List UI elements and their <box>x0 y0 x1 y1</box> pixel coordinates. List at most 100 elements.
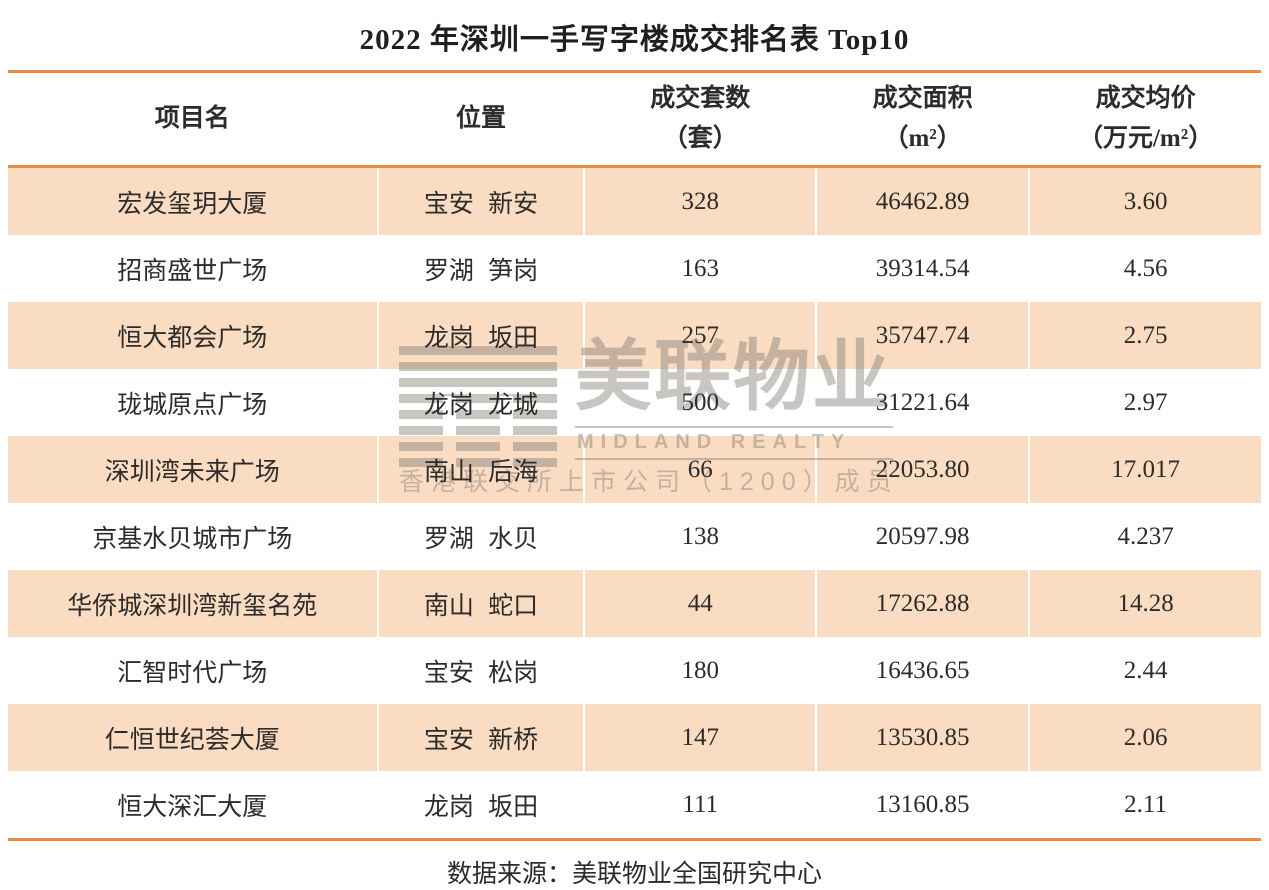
cell-value: 111 <box>682 790 719 818</box>
cell-value: 罗湖 水贝 <box>423 525 539 553</box>
cell-value: 宝安 新桥 <box>423 726 539 754</box>
table-cell: 14.28 <box>1029 570 1261 637</box>
column-header-unit: （套） <box>662 125 738 152</box>
cell-value: 147 <box>681 723 720 751</box>
table-cell: 恒大都会广场 <box>8 302 379 369</box>
table-row: 宏发玺玥大厦 宝安 新安 328 46462.89 3.60 <box>8 166 1261 235</box>
cell-value: 龙岗 坂田 <box>423 324 539 352</box>
column-header-label: 成交均价 <box>1095 85 1196 112</box>
table-cell: 宝安 新桥 <box>377 704 586 771</box>
cell-value: 22053.80 <box>875 455 970 483</box>
table-cell: 16436.65 <box>816 637 1031 704</box>
cell-value: 3.60 <box>1123 187 1168 215</box>
table-cell: 31221.64 <box>816 369 1031 436</box>
cell-value: 京基水贝城市广场 <box>92 525 293 553</box>
table-cell: 2.44 <box>1029 637 1261 704</box>
cell-value: 招商盛世广场 <box>117 257 268 285</box>
table-cell: 南山 后海 <box>377 436 586 503</box>
table-cell: 2.75 <box>1029 302 1261 369</box>
cell-value: 44 <box>687 589 713 617</box>
cell-value: 180 <box>681 656 720 684</box>
data-source-note: 数据来源：美联物业全国研究中心 <box>446 861 822 888</box>
cell-value: 500 <box>681 388 720 416</box>
cell-value: 35747.74 <box>875 321 970 349</box>
cell-value: 46462.89 <box>875 187 970 215</box>
cell-value: 328 <box>681 187 720 215</box>
cell-value: 2.97 <box>1123 388 1168 416</box>
table-cell: 328 <box>584 166 818 235</box>
table-cell: 罗湖 水贝 <box>377 503 586 570</box>
column-header-label: 位置 <box>455 105 506 132</box>
cell-value: 宝安 新安 <box>423 190 539 218</box>
cell-value: 2.75 <box>1123 321 1168 349</box>
cell-value: 17.017 <box>1111 455 1180 483</box>
cell-value: 16436.65 <box>875 656 970 684</box>
column-header: 项目名 <box>8 70 379 168</box>
table-cell: 宝安 新安 <box>377 166 586 235</box>
table-cell: 39314.54 <box>816 235 1031 302</box>
table-row: 华侨城深圳湾新玺名苑 南山 蛇口 44 17262.88 14.28 <box>8 570 1261 637</box>
table-cell: 20597.98 <box>816 503 1031 570</box>
table-row: 京基水贝城市广场 罗湖 水贝 138 20597.98 4.237 <box>8 503 1261 570</box>
cell-value: 南山 后海 <box>423 458 539 486</box>
table-cell: 180 <box>584 637 818 704</box>
column-header: 成交面积 （m²） <box>816 70 1031 168</box>
cell-value: 20597.98 <box>875 522 970 550</box>
table-cell: 3.60 <box>1029 166 1261 235</box>
table-cell: 147 <box>584 704 818 771</box>
page-title: 2022 年深圳一手写字楼成交排名表 Top10 <box>359 24 910 56</box>
ranking-table: 项目名 位置 成交套数 （套） 成交面积 （m²） 成交均价 （万元/m²） 宏发玺玥大厦 宝安… <box>8 70 1261 841</box>
table-cell: 京基水贝城市广场 <box>8 503 379 570</box>
cell-value: 宝安 松岗 <box>423 659 539 687</box>
table-header-row: 项目名 位置 成交套数 （套） 成交面积 （m²） 成交均价 （万元/m²） <box>8 70 1261 168</box>
column-header-label: 成交面积 <box>872 85 973 112</box>
table-cell: 257 <box>584 302 818 369</box>
table-cell: 宏发玺玥大厦 <box>8 166 379 235</box>
cell-value: 13530.85 <box>875 723 970 751</box>
cell-value: 罗湖 笋岗 <box>423 257 539 285</box>
table-row: 招商盛世广场 罗湖 笋岗 163 39314.54 4.56 <box>8 235 1261 302</box>
cell-value: 2.06 <box>1123 723 1168 751</box>
cell-value: 4.56 <box>1123 254 1168 282</box>
table-row: 恒大深汇大厦 龙岗 坂田 111 13160.85 2.11 <box>8 771 1261 841</box>
cell-value: 163 <box>681 254 720 282</box>
table-cell: 66 <box>584 436 818 503</box>
table-cell: 138 <box>584 503 818 570</box>
column-header: 位置 <box>377 70 586 168</box>
table-cell: 仁恒世纪荟大厦 <box>8 704 379 771</box>
page: 2022 年深圳一手写字楼成交排名表 Top10 项目名 位置 成交套数 （套） 成交面… <box>8 24 1261 888</box>
table-cell: 163 <box>584 235 818 302</box>
table-cell: 深圳湾未来广场 <box>8 436 379 503</box>
table-row: 深圳湾未来广场 南山 后海 66 22053.80 17.017 <box>8 436 1261 503</box>
cell-value: 南山 蛇口 <box>423 592 539 620</box>
table-cell: 13530.85 <box>816 704 1031 771</box>
table-cell: 22053.80 <box>816 436 1031 503</box>
table-cell: 罗湖 笋岗 <box>377 235 586 302</box>
cell-value: 珑城原点广场 <box>117 391 268 419</box>
cell-value: 257 <box>681 321 720 349</box>
cell-value: 2.11 <box>1124 790 1167 818</box>
cell-value: 恒大都会广场 <box>117 324 268 352</box>
table-cell: 汇智时代广场 <box>8 637 379 704</box>
cell-value: 39314.54 <box>875 254 970 282</box>
column-header: 成交套数 （套） <box>584 70 818 168</box>
table-cell: 华侨城深圳湾新玺名苑 <box>8 570 379 637</box>
table-cell: 4.56 <box>1029 235 1261 302</box>
cell-value: 17262.88 <box>875 589 970 617</box>
table-cell: 龙岗 坂田 <box>377 771 586 841</box>
column-header-unit: （万元/m²） <box>1077 125 1214 152</box>
cell-value: 宏发玺玥大厦 <box>117 190 268 218</box>
table-cell: 46462.89 <box>816 166 1031 235</box>
cell-value: 13160.85 <box>875 790 970 818</box>
table-cell: 珑城原点广场 <box>8 369 379 436</box>
cell-value: 龙岗 龙城 <box>423 391 539 419</box>
cell-value: 恒大深汇大厦 <box>117 793 268 821</box>
header-row: 项目名 位置 成交套数 （套） 成交面积 （m²） 成交均价 （万元/m²） <box>8 70 1261 168</box>
table-cell: 17262.88 <box>816 570 1031 637</box>
table-cell: 4.237 <box>1029 503 1261 570</box>
table-cell: 龙岗 坂田 <box>377 302 586 369</box>
table-cell: 500 <box>584 369 818 436</box>
cell-value: 仁恒世纪荟大厦 <box>104 726 280 754</box>
cell-value: 龙岗 坂田 <box>423 793 539 821</box>
column-header-label: 成交套数 <box>650 85 751 112</box>
